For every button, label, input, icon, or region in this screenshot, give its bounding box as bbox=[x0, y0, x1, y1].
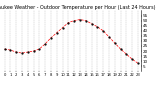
Title: Milwaukee Weather - Outdoor Temperature per Hour (Last 24 Hours): Milwaukee Weather - Outdoor Temperature … bbox=[0, 5, 156, 10]
